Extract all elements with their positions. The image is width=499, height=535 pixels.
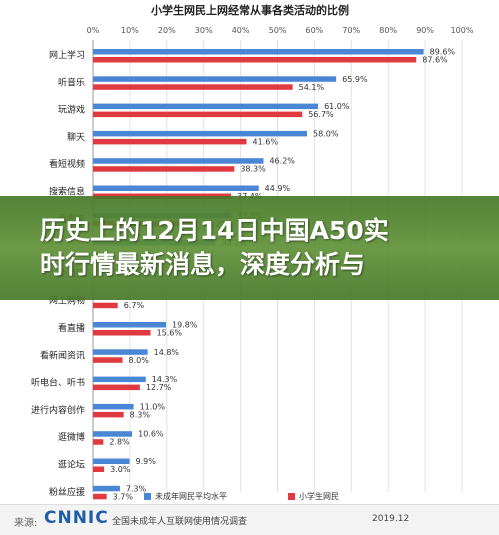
data-label: 65.9% [342, 75, 368, 84]
bar [93, 302, 118, 309]
x-tick-label: 0% [87, 26, 100, 35]
bar [93, 111, 303, 118]
category-label: 听音乐 [58, 76, 85, 88]
bar [93, 458, 130, 464]
data-label: 58.0% [313, 129, 339, 138]
data-label: 87.6% [422, 56, 448, 65]
x-tick-label: 50% [269, 26, 287, 35]
data-label: 19.8% [172, 321, 198, 330]
data-label: 8.3% [130, 410, 151, 419]
headline-line-1: 历史上的12月14日中国A50实 [40, 216, 389, 245]
cnnic-logo: CNNIC [44, 508, 109, 528]
source-date: 2019.12 [372, 514, 410, 524]
chart-title: 小学生网民上网经常从事各类活动的比例 [150, 3, 349, 17]
headline-line-2: 时行情最新消息，深度分析与 [40, 250, 366, 279]
data-label: 41.6% [253, 137, 279, 146]
source-label: 来源: [14, 518, 38, 529]
x-tick-label: 30% [195, 26, 213, 35]
data-label: 9.9% [136, 457, 157, 466]
x-tick-label: 40% [232, 26, 250, 35]
legend-swatch [288, 493, 295, 500]
bar [93, 49, 424, 55]
data-label: 46.2% [269, 157, 295, 166]
category-label: 网上学习 [49, 49, 85, 61]
headline-banner: 历史上的12月14日中国A50实 时行情最新消息，深度分析与 [0, 196, 499, 300]
bar [93, 349, 148, 355]
category-label: 聊天 [67, 131, 85, 143]
category-label: 粉丝应援 [49, 486, 85, 498]
legend-label: 小学生网民 [299, 491, 339, 501]
x-tick-label: 20% [158, 26, 176, 35]
data-label: 15.6% [157, 329, 183, 338]
bar [93, 403, 134, 410]
bar [93, 103, 319, 110]
data-label: 44.9% [265, 184, 291, 193]
bar [93, 84, 293, 90]
bar [93, 166, 235, 172]
category-label: 搜索信息 [49, 186, 85, 198]
x-tick-label: 70% [342, 26, 360, 35]
bar [93, 76, 337, 82]
bar [93, 185, 259, 191]
bar [93, 322, 167, 328]
bar [93, 376, 146, 383]
x-tick-label: 60% [306, 26, 324, 35]
data-label: 56.7% [308, 110, 334, 119]
data-label: 3.7% [113, 492, 134, 501]
category-label: 看直播 [58, 322, 85, 334]
bar [93, 130, 308, 137]
category-label: 逛论坛 [58, 459, 85, 471]
bar [93, 158, 264, 164]
bar [93, 493, 107, 500]
source-organization: 全国未成年人互联网使用情况调查 [112, 517, 248, 527]
data-label: 61.0% [324, 102, 350, 111]
bar [93, 138, 247, 145]
legend-swatch [144, 493, 151, 500]
data-label: 12.7% [146, 383, 172, 392]
category-label: 听电台、听书 [31, 377, 85, 389]
category-label: 看短视频 [49, 158, 85, 170]
bar [93, 57, 417, 63]
data-label: 14.8% [154, 348, 180, 357]
category-label: 看新闻资讯 [40, 349, 85, 361]
data-label: 54.1% [299, 83, 325, 92]
data-label: 11.0% [140, 402, 166, 411]
category-label: 逛微博 [58, 431, 85, 443]
data-label: 6.7% [124, 301, 145, 310]
bar [93, 466, 105, 472]
bar [93, 384, 140, 391]
data-label: 8.0% [129, 356, 150, 365]
category-label: 进行内容创作 [31, 404, 85, 416]
bar [93, 357, 123, 363]
bar [93, 439, 104, 445]
x-tick-label: 90% [416, 26, 434, 35]
source-footer: 来源: CNNIC 全国未成年人互联网使用情况调查 2019.12 [0, 504, 499, 535]
data-label: 2.8% [109, 438, 130, 447]
legend-label: 未成年网民平均水平 [155, 491, 227, 501]
data-label: 3.0% [110, 465, 131, 474]
bar [93, 330, 151, 336]
x-tick-label: 10% [121, 26, 139, 35]
data-label: 7.3% [126, 484, 147, 493]
data-label: 89.6% [430, 48, 456, 57]
x-tick-label: 100% [451, 26, 474, 35]
category-label: 玩游戏 [58, 104, 85, 116]
data-label: 14.3% [152, 375, 178, 384]
bar [93, 411, 124, 418]
bar [93, 485, 120, 492]
bar [93, 431, 133, 437]
data-label: 10.6% [138, 430, 164, 439]
data-label: 38.3% [240, 165, 266, 174]
x-tick-label: 80% [379, 26, 397, 35]
